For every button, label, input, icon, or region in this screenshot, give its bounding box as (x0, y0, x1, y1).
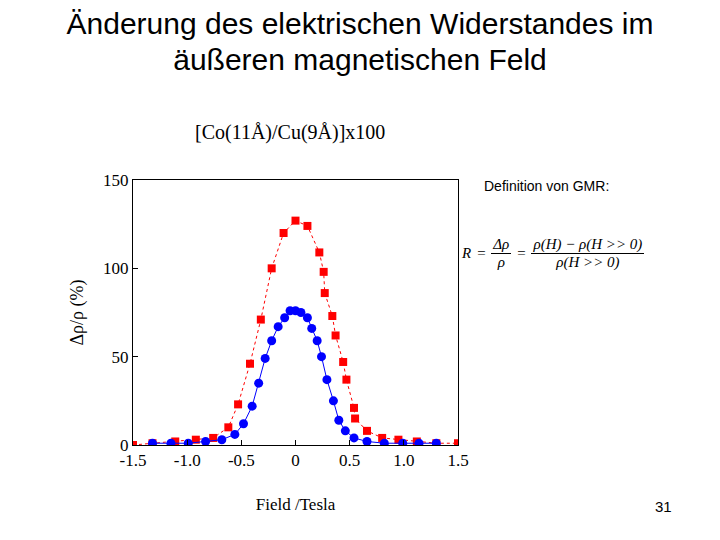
svg-text:-0.5: -0.5 (228, 451, 255, 470)
html-text:ρ(H) − ρ(H >> 0): ρ(H) − ρ(H >> 0) (533, 236, 643, 252)
svg-text:-1.0: -1.0 (174, 451, 201, 470)
html-text:Definition von GMR:: Definition von GMR: (484, 178, 610, 194)
html-text:ρ: ρ (497, 254, 505, 270)
svg-text:[Co(11Å)/Cu(9Å)]x100: [Co(11Å)/Cu(9Å)]x100 (195, 121, 385, 144)
html-text:31: 31 (655, 498, 672, 515)
html-text:Δρ: Δρ (493, 236, 510, 252)
svg-text:150: 150 (103, 171, 129, 190)
svg-text:50: 50 (112, 348, 129, 367)
html-text:Änderung des elektrischen Wide: Änderung des elektrischen Widerstandes i… (66, 7, 654, 76)
svg-text:1.0: 1.0 (393, 451, 414, 470)
svg-text:Field /Tesla: Field /Tesla (256, 495, 336, 514)
svg-text:0: 0 (291, 451, 300, 470)
svg-text:100: 100 (103, 259, 129, 278)
svg-text:1.5: 1.5 (447, 451, 468, 470)
svg-text:0: 0 (120, 436, 129, 455)
svg-text:0.5: 0.5 (339, 451, 360, 470)
svg-text:Δρ/ρ (%): Δρ/ρ (%) (67, 279, 88, 345)
html-text:R =: R = (462, 245, 487, 261)
html-text:ρ(H >> 0): ρ(H >> 0) (556, 254, 620, 270)
svg-text:-1.5: -1.5 (120, 451, 147, 470)
